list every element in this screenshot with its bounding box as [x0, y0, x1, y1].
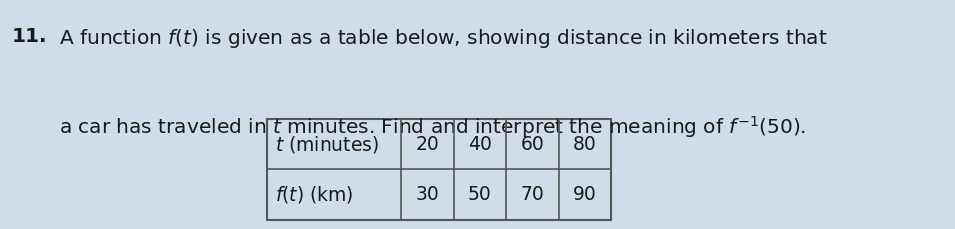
Text: 40: 40 [468, 135, 492, 154]
Text: 20: 20 [415, 135, 439, 154]
Text: $f(t)$ (km): $f(t)$ (km) [275, 184, 353, 205]
Text: 11.: 11. [11, 27, 47, 46]
Text: 80: 80 [573, 135, 597, 154]
Text: 70: 70 [520, 185, 544, 204]
Text: 90: 90 [573, 185, 597, 204]
Text: 30: 30 [415, 185, 439, 204]
Bar [267, 119, 611, 220]
Text: $t$ (minutes): $t$ (minutes) [275, 134, 379, 155]
Text: 50: 50 [468, 185, 492, 204]
Text: a car has traveled in $t$ minutes. Find and interpret the meaning of $f^{-1}(50): a car has traveled in $t$ minutes. Find … [59, 114, 806, 140]
Text: 60: 60 [520, 135, 544, 154]
Text: A function $f(t)$ is given as a table below, showing distance in kilometers that: A function $f(t)$ is given as a table be… [59, 27, 828, 50]
